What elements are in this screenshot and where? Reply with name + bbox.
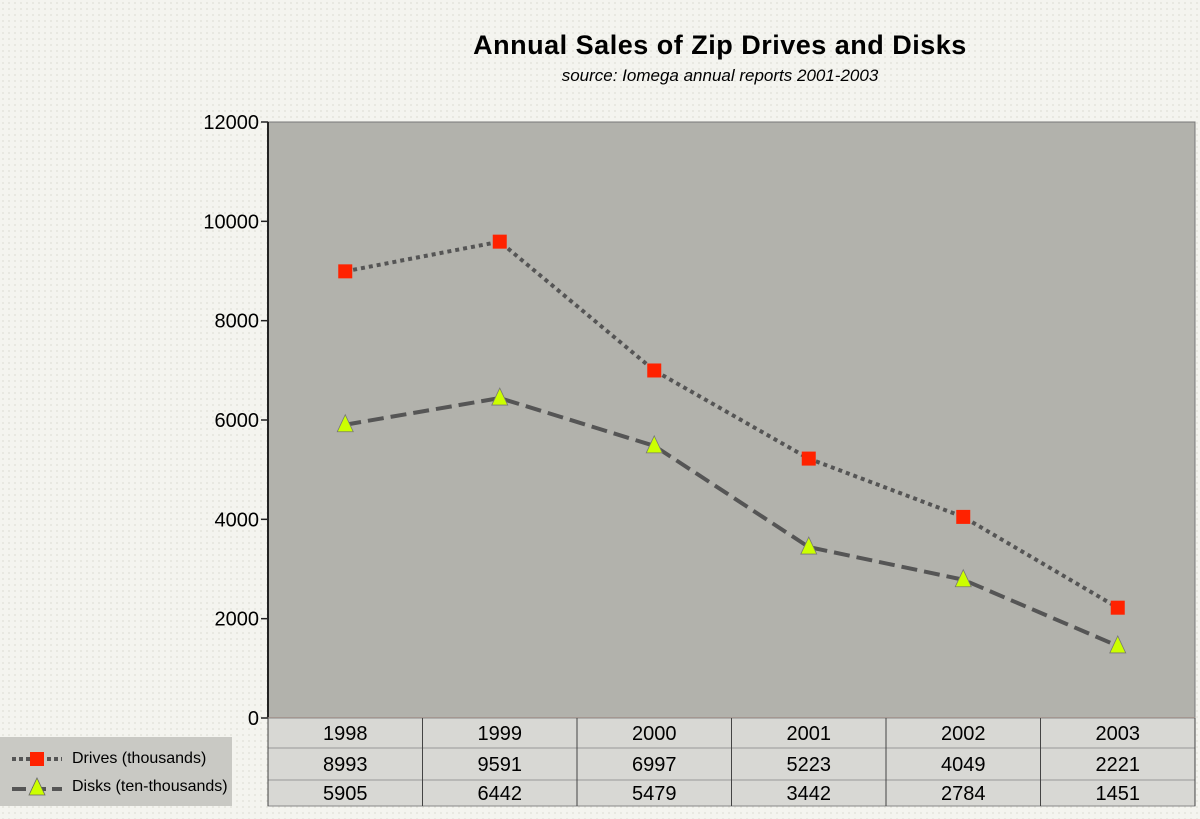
y-tick-label: 8000: [215, 311, 260, 333]
series-line-0: [344, 239, 1119, 610]
table-cell: 9591: [478, 754, 523, 776]
table-cell: 2221: [1096, 754, 1141, 776]
x-tick-label: 2002: [941, 723, 986, 745]
legend-item-drives: Drives (thousands): [12, 747, 206, 771]
legend-label: Drives (thousands): [72, 750, 207, 767]
y-tick-label: 0: [248, 708, 259, 730]
x-tick-label: 2001: [787, 723, 832, 745]
y-tick-label: 12000: [203, 112, 259, 134]
disks-point: [336, 413, 354, 433]
y-tick-label: 6000: [215, 410, 260, 432]
table-cell: 1451: [1096, 783, 1141, 805]
drives-point: [338, 264, 353, 279]
disks-point: [1109, 634, 1127, 654]
y-tick-label: 4000: [215, 509, 260, 531]
table-cell: 6442: [478, 783, 523, 805]
y-tick-label: 10000: [203, 211, 259, 233]
chart-subtitle: source: Iomega annual reports 2001-2003: [561, 66, 879, 85]
x-tick-label: 1999: [478, 723, 523, 745]
disks-point: [954, 568, 972, 588]
drives-point: [1110, 600, 1125, 615]
x-tick-label: 2000: [632, 723, 677, 745]
dotted-square-marker-icon: [12, 752, 62, 766]
x-tick-label: 2003: [1096, 723, 1141, 745]
dashed-triangle-marker-icon: [12, 777, 62, 796]
table-cell: 5479: [632, 783, 677, 805]
plot-area: [267, 121, 1196, 719]
drives-point: [492, 234, 507, 249]
table-cell: 4049: [941, 754, 986, 776]
drives-point: [956, 509, 971, 524]
legend-item-disks: Disks (ten-thousands): [12, 775, 228, 799]
x-tick-label: 1998: [323, 723, 368, 745]
table-cell: 8993: [323, 754, 368, 776]
table-cell: 5223: [787, 754, 832, 776]
chart-title: Annual Sales of Zip Drives and Disks: [473, 30, 967, 60]
legend: Drives (thousands) Disks (ten-thousands): [0, 737, 232, 806]
disks-point: [491, 387, 509, 406]
table-cell: 6997: [632, 754, 677, 776]
series-line-1: [344, 395, 1119, 648]
table-cell: 3442: [787, 783, 832, 805]
disks-point: [645, 434, 663, 454]
y-tick-label: 2000: [215, 609, 260, 631]
disks-point: [800, 536, 818, 555]
drives-point: [647, 363, 662, 378]
table-cell: 2784: [941, 783, 986, 805]
drives-point: [801, 451, 816, 466]
table-cell: 5905: [323, 783, 368, 805]
legend-label: Disks (ten-thousands): [72, 778, 228, 795]
